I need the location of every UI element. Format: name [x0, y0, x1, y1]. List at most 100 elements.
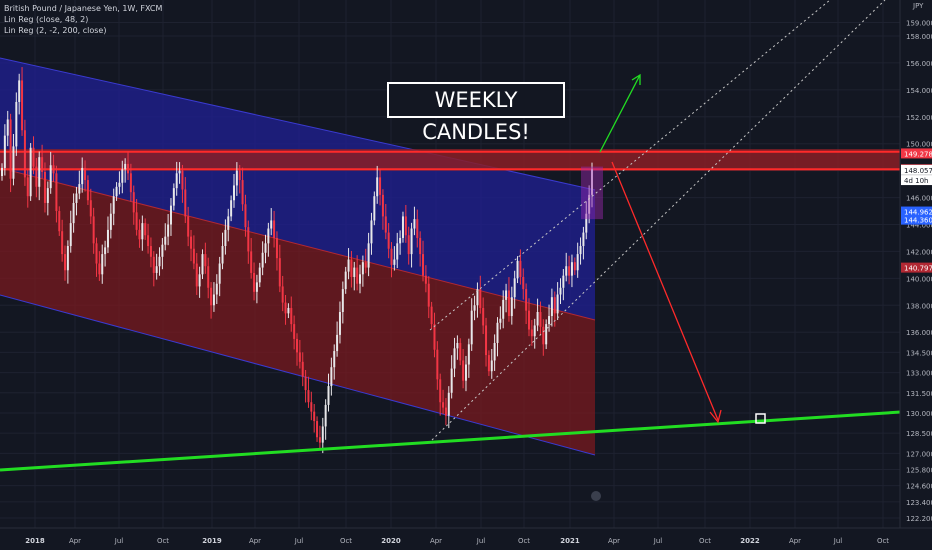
x-tick-label: Jul	[653, 537, 663, 545]
y-tick-label: 144.000	[906, 221, 932, 229]
candle-body	[565, 266, 568, 276]
flag-icon[interactable]	[591, 491, 601, 501]
y-tick-label: 131.500	[906, 390, 932, 398]
candle-body	[396, 243, 399, 260]
candle-body	[215, 283, 218, 295]
candle-body	[38, 157, 41, 187]
candle-body	[496, 322, 499, 343]
candle-body	[66, 246, 69, 271]
candle-body	[43, 171, 46, 203]
candle-body	[379, 177, 382, 195]
candle-body	[144, 223, 147, 236]
candle-body	[287, 307, 290, 314]
candle-body	[367, 243, 370, 268]
candle-body	[350, 259, 353, 277]
candles-group	[1, 67, 593, 454]
candle-body	[336, 334, 339, 352]
candle-body	[430, 306, 433, 325]
candle-body	[230, 200, 233, 217]
candle-body	[9, 119, 12, 179]
y-tick-label: 146.000	[906, 195, 932, 203]
candle-body	[204, 254, 207, 267]
candle-body	[510, 297, 513, 317]
candle-body	[376, 177, 379, 197]
candle-body	[49, 165, 52, 189]
target-marker[interactable]	[755, 413, 766, 424]
x-tick-label: Apr	[69, 537, 81, 545]
candle-body	[247, 227, 250, 252]
weekly-candles-annotation[interactable]: WEEKLY CANDLES!	[387, 82, 565, 144]
x-tick-label: Jul	[833, 537, 843, 545]
candle-body	[1, 167, 3, 177]
y-tick-label: 140.000	[906, 275, 932, 283]
candle-body	[439, 379, 442, 403]
candle-body	[258, 267, 261, 283]
candle-body	[324, 404, 327, 427]
candle-body	[482, 307, 485, 326]
x-tick-label: 2020	[381, 537, 401, 545]
candle-body	[98, 263, 101, 275]
chart-legend: British Pound / Japanese Yen, 1W, FXCM L…	[4, 3, 162, 36]
x-tick-label: Jul	[114, 537, 124, 545]
candle-body	[588, 194, 591, 214]
candle-body	[152, 256, 155, 273]
candle-body	[424, 275, 427, 284]
x-tick-label: Jul	[294, 537, 304, 545]
candle-body	[525, 289, 528, 311]
candle-body	[29, 147, 32, 197]
candle-body	[344, 271, 347, 290]
candle-body	[310, 402, 313, 412]
candle-body	[26, 177, 29, 197]
candle-body	[507, 290, 510, 317]
candle-body	[490, 360, 493, 372]
candle-body	[238, 170, 241, 181]
candle-body	[399, 237, 402, 244]
candle-body	[436, 349, 439, 380]
legend-indicator-2[interactable]: Lin Reg (2, -2, 200, close)	[4, 26, 107, 35]
candle-body	[473, 305, 476, 311]
candle-body	[232, 185, 235, 201]
candle-body	[542, 326, 545, 345]
candle-body	[381, 194, 384, 217]
candle-body	[138, 229, 141, 240]
candle-body	[178, 170, 181, 174]
y-tick-label: 138.000	[906, 302, 932, 310]
candle-body	[164, 236, 167, 245]
candle-body	[545, 324, 548, 345]
candle-body	[190, 236, 193, 249]
candle-body	[21, 80, 24, 131]
candle-body	[487, 355, 490, 372]
candle-body	[198, 274, 201, 287]
candle-body	[298, 352, 301, 362]
bullish-arrow-line	[599, 74, 641, 153]
y-tick-label: 125.800	[906, 467, 932, 475]
candle-body	[195, 263, 198, 287]
candle-body	[69, 223, 72, 247]
candle-body	[422, 254, 425, 276]
candle-body	[18, 80, 21, 102]
y-tick-label: 123.400	[906, 499, 932, 507]
candle-body	[313, 411, 316, 422]
candle-body	[112, 196, 115, 214]
legend-symbol[interactable]: British Pound / Japanese Yen, 1W, FXCM	[4, 4, 163, 13]
candle-body	[499, 318, 502, 323]
candle-body	[576, 254, 579, 271]
candle-body	[290, 307, 293, 325]
candle-body	[470, 310, 473, 345]
candle-body	[356, 267, 359, 284]
bearish-arrow-head	[709, 409, 722, 424]
candle-body	[284, 302, 287, 314]
legend-indicator-1[interactable]: Lin Reg (close, 48, 2)	[4, 15, 89, 24]
candle-body	[221, 246, 224, 264]
candle-body	[327, 386, 330, 405]
candle-body	[121, 169, 124, 183]
price-label: 4d 10h	[904, 177, 928, 185]
candle-body	[118, 182, 121, 187]
regression-mid-line	[0, 167, 596, 321]
x-tick-label: Oct	[518, 537, 530, 545]
candle-body	[384, 216, 387, 233]
candle-body	[307, 390, 310, 403]
candle-body	[81, 167, 84, 185]
candle-body	[78, 184, 81, 194]
candle-body	[591, 169, 593, 195]
